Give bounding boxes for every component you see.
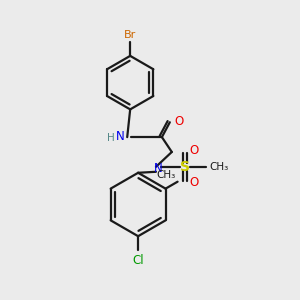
Text: O: O: [190, 176, 199, 189]
Text: Br: Br: [124, 30, 136, 40]
Text: O: O: [175, 115, 184, 128]
Text: CH₃: CH₃: [156, 170, 176, 180]
Text: O: O: [190, 145, 199, 158]
Text: Cl: Cl: [132, 254, 144, 267]
Text: N: N: [154, 162, 162, 175]
Text: CH₃: CH₃: [209, 162, 229, 172]
Text: H: H: [107, 133, 115, 143]
Text: N: N: [116, 130, 125, 142]
Text: S: S: [180, 160, 190, 174]
